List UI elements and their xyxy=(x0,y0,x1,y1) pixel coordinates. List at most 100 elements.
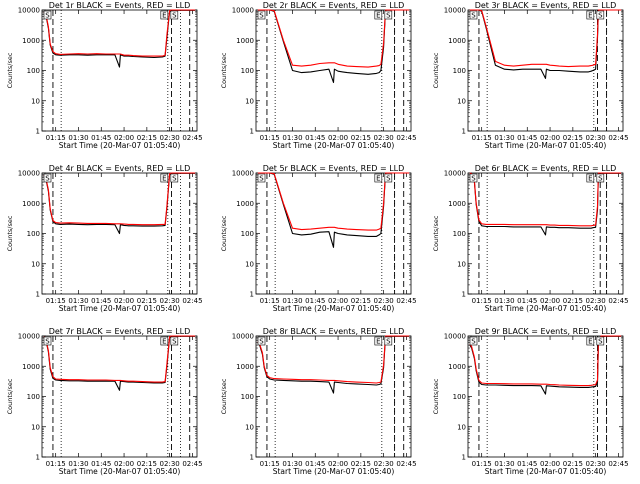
x-axis-label: Start Time (20-Mar-07 01:05:40) xyxy=(59,304,181,313)
y-tick-label: 1000 xyxy=(236,200,254,208)
x-tick-label: 01:15 xyxy=(472,134,492,142)
chart-8: Det 8r BLACK = Events, RED = LLD 1 10 100 10… xyxy=(220,327,417,476)
flag-box xyxy=(43,10,52,20)
lld-series-line xyxy=(469,172,622,227)
x-axis-label: Start Time (20-Mar-07 01:05:40) xyxy=(59,467,181,476)
chart-7: Det 7r BLACK = Events, RED = LLD 1 10 100 10… xyxy=(6,327,203,476)
x-tick-label: 01:30 xyxy=(68,134,88,142)
plot-frame xyxy=(255,335,412,458)
y-tick-label: 1 xyxy=(462,454,466,462)
y-axis-label: Counts/sec xyxy=(220,52,228,88)
events-series-line xyxy=(257,172,410,248)
y-tick-label: 10 xyxy=(31,260,40,268)
x-tick-label: 02:30 xyxy=(160,460,180,468)
flag-label: E xyxy=(162,338,166,346)
x-axis-label: Start Time (20-Mar-07 01:05:40) xyxy=(59,141,181,150)
y-tick-label: 1000 xyxy=(236,37,254,45)
x-tick-label: 01:15 xyxy=(46,134,66,142)
y-axis-label: Counts/sec xyxy=(432,378,440,414)
x-tick-label: 02:30 xyxy=(374,460,394,468)
x-tick-label: 02:45 xyxy=(396,297,416,305)
lld-series-line xyxy=(43,172,196,226)
y-tick-label: 10000 xyxy=(18,170,40,178)
y-tick-label: 10 xyxy=(245,423,254,431)
chart-title: Det 1r BLACK = Events, RED = LLD xyxy=(49,1,191,10)
flag-label: S xyxy=(598,175,603,183)
flag-box xyxy=(257,336,266,346)
flag-label: S xyxy=(172,338,177,346)
flag-box xyxy=(586,10,595,20)
y-tick-label: 1000 xyxy=(22,37,40,45)
lld-series-line xyxy=(257,335,410,384)
x-tick-label: 01:30 xyxy=(282,460,302,468)
y-tick-label: 10 xyxy=(245,97,254,105)
x-axis-label: Start Time (20-Mar-07 01:05:40) xyxy=(273,467,395,476)
x-tick-label: 02:30 xyxy=(586,297,606,305)
flag-box xyxy=(596,336,605,346)
x-tick-label: 02:00 xyxy=(328,460,348,468)
x-tick-label: 01:45 xyxy=(91,297,111,305)
flag-box xyxy=(43,173,52,183)
y-axis-label: Counts/sec xyxy=(220,378,228,414)
x-tick-label: 01:45 xyxy=(517,134,537,142)
flag-label: E xyxy=(376,175,380,183)
lld-series-line xyxy=(257,9,410,68)
x-tick-label: 02:00 xyxy=(328,297,348,305)
y-tick-label: 10 xyxy=(31,97,40,105)
y-tick-label: 100 xyxy=(453,67,466,75)
y-tick-label: 10000 xyxy=(444,7,466,15)
flag-label: E xyxy=(588,338,592,346)
x-tick-label: 01:15 xyxy=(260,460,280,468)
flag-box xyxy=(384,10,393,20)
y-tick-label: 10 xyxy=(31,423,40,431)
chart-title: Det 7r BLACK = Events, RED = LLD xyxy=(49,327,191,336)
x-tick-label: 02:00 xyxy=(540,134,560,142)
x-tick-label: 02:30 xyxy=(586,134,606,142)
x-tick-label: 02:45 xyxy=(608,460,628,468)
x-tick-label: 02:30 xyxy=(374,297,394,305)
flag-label: E xyxy=(588,12,592,20)
flag-label: S xyxy=(471,338,476,346)
y-tick-label: 10 xyxy=(457,97,466,105)
x-tick-label: 01:45 xyxy=(91,460,111,468)
y-tick-label: 1 xyxy=(36,128,40,136)
flag-box xyxy=(170,336,179,346)
x-tick-label: 02:15 xyxy=(563,297,583,305)
flag-label: E xyxy=(162,12,166,20)
x-tick-label: 01:45 xyxy=(517,297,537,305)
chart-4: Det 4r BLACK = Events, RED = LLD 1 10 100 10… xyxy=(6,164,203,313)
x-tick-label: 02:00 xyxy=(540,460,560,468)
x-tick-label: 01:15 xyxy=(46,297,66,305)
y-tick-label: 10 xyxy=(457,423,466,431)
x-tick-label: 02:15 xyxy=(137,134,157,142)
chart-3: Det 3r BLACK = Events, RED = LLD 1 10 100 10… xyxy=(432,1,629,150)
flag-label: S xyxy=(471,175,476,183)
y-tick-label: 1 xyxy=(250,128,254,136)
y-tick-label: 100 xyxy=(27,393,40,401)
flag-box xyxy=(384,173,393,183)
x-tick-label: 01:30 xyxy=(282,134,302,142)
chart-title: Det 9r BLACK = Events, RED = LLD xyxy=(475,327,617,336)
flag-box xyxy=(170,173,179,183)
flag-box xyxy=(469,336,478,346)
flag-box xyxy=(596,10,605,20)
y-tick-label: 10000 xyxy=(232,7,254,15)
flag-label: S xyxy=(259,12,264,20)
chart-2: Det 2r BLACK = Events, RED = LLD 1 10 100 10… xyxy=(220,1,417,150)
flag-label: S xyxy=(259,175,264,183)
flag-label: S xyxy=(598,338,603,346)
x-tick-label: 02:15 xyxy=(351,460,371,468)
y-tick-label: 1 xyxy=(36,291,40,299)
y-tick-label: 1 xyxy=(250,454,254,462)
flag-label: S xyxy=(45,338,50,346)
x-tick-label: 02:15 xyxy=(351,297,371,305)
x-tick-label: 01:30 xyxy=(282,297,302,305)
x-tick-label: 02:15 xyxy=(137,460,157,468)
x-tick-label: 02:30 xyxy=(160,134,180,142)
flag-box xyxy=(586,336,595,346)
y-axis-label: Counts/sec xyxy=(432,52,440,88)
y-tick-label: 10000 xyxy=(444,170,466,178)
x-tick-label: 02:45 xyxy=(182,297,202,305)
